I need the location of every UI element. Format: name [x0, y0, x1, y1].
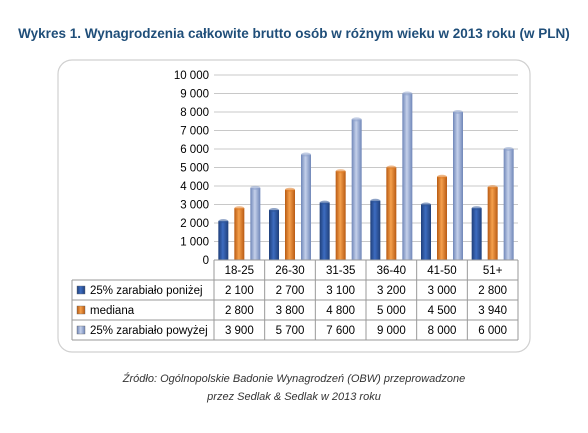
bar — [351, 119, 362, 261]
legend-swatch — [76, 325, 86, 335]
category-label: 51+ — [483, 265, 503, 277]
category-label: 18-25 — [225, 265, 254, 277]
bar-top — [218, 219, 229, 224]
bar — [503, 149, 514, 260]
bar-top — [487, 185, 498, 190]
bar-top — [335, 169, 346, 174]
data-label: 3 100 — [326, 285, 355, 297]
data-label: 8 000 — [428, 325, 457, 337]
bar-top — [301, 152, 311, 157]
bar-top — [437, 174, 447, 179]
y-tick-label: 0 — [203, 255, 209, 267]
data-table: 18-25 26-30 31-35 36-40 41-50 51+ 25% zarabiał… — [71, 259, 519, 341]
y-tick-label: 5 000 — [180, 163, 209, 175]
data-label: 3 200 — [377, 285, 406, 297]
y-tick-label: 10 000 — [174, 70, 209, 82]
category-label: 31-35 — [326, 265, 355, 277]
data-label: 3 800 — [276, 305, 305, 317]
bar — [234, 208, 245, 260]
source-line-2: przez Sedlak & Sedlak w 2013 roku — [207, 391, 381, 403]
bar — [250, 187, 261, 260]
y-tick-label: 4 000 — [180, 181, 209, 193]
y-tick-label: 7 000 — [180, 126, 209, 138]
data-label: 2 800 — [478, 285, 507, 297]
y-tick-label: 1 000 — [180, 237, 209, 249]
data-label: 3 000 — [428, 285, 457, 297]
source-note: Źródło: Ogólnopolskie Badonie Wynagrodze… — [0, 370, 588, 406]
y-tick-label: 2 000 — [180, 218, 209, 230]
bar — [218, 221, 229, 260]
bar-top — [453, 110, 463, 114]
bar-top — [269, 208, 279, 213]
bar — [471, 208, 482, 260]
legend-label: 25% zarabiało poniżej — [90, 285, 203, 297]
bar — [421, 204, 431, 260]
legend-swatch — [76, 285, 86, 295]
category-label: 41-50 — [427, 265, 456, 277]
data-label: 3 900 — [225, 325, 254, 337]
data-label: 2 800 — [225, 305, 254, 317]
bar-top — [250, 185, 261, 190]
bar-top — [471, 206, 482, 211]
bar-top — [370, 198, 381, 203]
bar — [319, 202, 330, 260]
bar — [487, 187, 498, 260]
legend-label: 25% zarabiało powyżej — [90, 325, 208, 337]
bar-top — [402, 91, 413, 96]
bar-top — [234, 206, 245, 211]
data-label: 7 600 — [326, 325, 355, 337]
bar-top — [285, 187, 295, 192]
bar — [386, 167, 397, 260]
chart-title: Wykres 1. Wynagrodzenia całkowite brutto… — [18, 26, 570, 41]
y-tick-label: 8 000 — [180, 107, 209, 119]
category-label: 26-30 — [275, 265, 304, 277]
category-label: 36-40 — [377, 265, 406, 277]
data-label: 4 800 — [326, 305, 355, 317]
bar — [370, 200, 381, 260]
bar-top — [351, 117, 362, 122]
y-tick-label: 9 000 — [180, 89, 209, 101]
data-label: 9 000 — [377, 325, 406, 337]
bar-top — [503, 147, 514, 151]
y-tick-label: 6 000 — [180, 144, 209, 156]
bar — [335, 171, 346, 260]
bar — [285, 189, 295, 260]
bar-top — [319, 200, 330, 205]
bar — [437, 176, 447, 260]
data-label: 5 700 — [276, 325, 305, 337]
bar — [453, 112, 463, 260]
data-label: 6 000 — [478, 325, 507, 337]
bar-top — [421, 202, 431, 207]
data-label: 2 100 — [225, 285, 254, 297]
legend-label: mediana — [90, 305, 135, 317]
bar-top — [386, 165, 397, 170]
data-label: 2 700 — [276, 285, 305, 297]
data-label: 4 500 — [428, 305, 457, 317]
y-tick-label: 3 000 — [180, 200, 209, 212]
bar — [301, 154, 311, 260]
data-label: 5 000 — [377, 305, 406, 317]
y-axis: 0 1 000 2 000 3 000 4 000 5 000 6 000 7 000 8 00… — [174, 70, 209, 267]
data-label: 3 940 — [478, 305, 507, 317]
legend-swatch — [76, 305, 86, 315]
bar — [402, 93, 413, 260]
bar — [269, 210, 279, 260]
bars — [218, 91, 514, 261]
source-line-1: Źródło: Ogólnopolskie Badonie Wynagrodze… — [122, 373, 466, 385]
